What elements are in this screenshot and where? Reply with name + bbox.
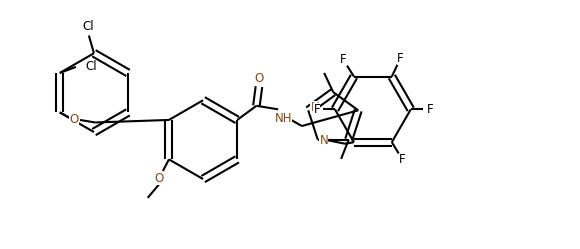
Text: F: F — [427, 103, 433, 116]
Text: F: F — [340, 53, 347, 66]
Text: O: O — [154, 172, 164, 185]
Text: O: O — [70, 114, 78, 126]
Text: F: F — [313, 103, 320, 116]
Text: NH: NH — [274, 113, 292, 125]
Text: O: O — [254, 72, 263, 85]
Text: F: F — [397, 52, 404, 65]
Text: N: N — [320, 134, 328, 147]
Text: Cl: Cl — [82, 20, 94, 33]
Text: F: F — [399, 153, 405, 166]
Text: N: N — [310, 101, 319, 114]
Text: Cl: Cl — [85, 60, 97, 73]
